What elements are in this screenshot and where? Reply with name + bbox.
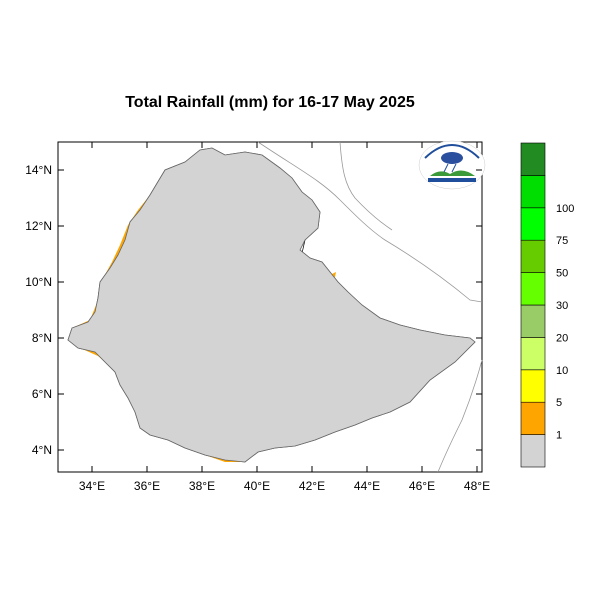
longitude-axis: 34°E 36°E 38°E 40°E 42°E 44°E 46°E 48°E xyxy=(79,142,490,493)
colorbar-label: 1 xyxy=(556,430,562,442)
colorbar-label: 50 xyxy=(556,268,568,280)
lon-tick-label: 38°E xyxy=(189,479,215,493)
colorbar-swatch xyxy=(520,434,546,468)
colorbar-swatch xyxy=(520,142,546,176)
neighbor-borders xyxy=(257,141,483,473)
lat-tick-label: 10°N xyxy=(25,275,52,289)
latitude-axis: 14°N 12°N 10°N 8°N 6°N 4°N xyxy=(25,163,482,457)
lon-tick-label: 48°E xyxy=(464,479,490,493)
lon-tick-label: 40°E xyxy=(244,479,270,493)
colorbar-label: 5 xyxy=(556,397,562,409)
colorbar-swatch xyxy=(520,239,546,273)
map-title: Total Rainfall (mm) for 16-17 May 2025 xyxy=(125,94,415,111)
lon-tick-label: 36°E xyxy=(134,479,160,493)
lon-tick-label: 42°E xyxy=(299,479,325,493)
colorbar: 1 5 10 20 30 50 75 100 xyxy=(520,142,574,468)
colorbar-swatch xyxy=(520,272,546,306)
colorbar-swatch xyxy=(520,175,546,209)
colorbar-label: 20 xyxy=(556,332,568,344)
lat-tick-label: 8°N xyxy=(32,331,52,345)
colorbar-swatch xyxy=(520,369,546,403)
colorbar-swatch xyxy=(520,207,546,241)
lat-tick-label: 14°N xyxy=(25,163,52,177)
lat-tick-label: 6°N xyxy=(32,387,52,401)
lat-tick-label: 12°N xyxy=(25,219,52,233)
colorbar-label: 10 xyxy=(556,365,568,377)
lon-tick-label: 44°E xyxy=(354,479,380,493)
colorbar-label: 75 xyxy=(556,235,568,247)
lon-tick-label: 46°E xyxy=(409,479,435,493)
lon-tick-label: 34°E xyxy=(79,479,105,493)
lat-tick-label: 4°N xyxy=(32,443,52,457)
colorbar-swatch xyxy=(520,304,546,338)
colorbar-swatch xyxy=(520,337,546,371)
colorbar-label: 30 xyxy=(556,300,568,312)
ethiopian-meteorology-logo xyxy=(418,140,486,190)
colorbar-label: 100 xyxy=(556,203,574,215)
colorbar-swatch xyxy=(520,401,546,435)
